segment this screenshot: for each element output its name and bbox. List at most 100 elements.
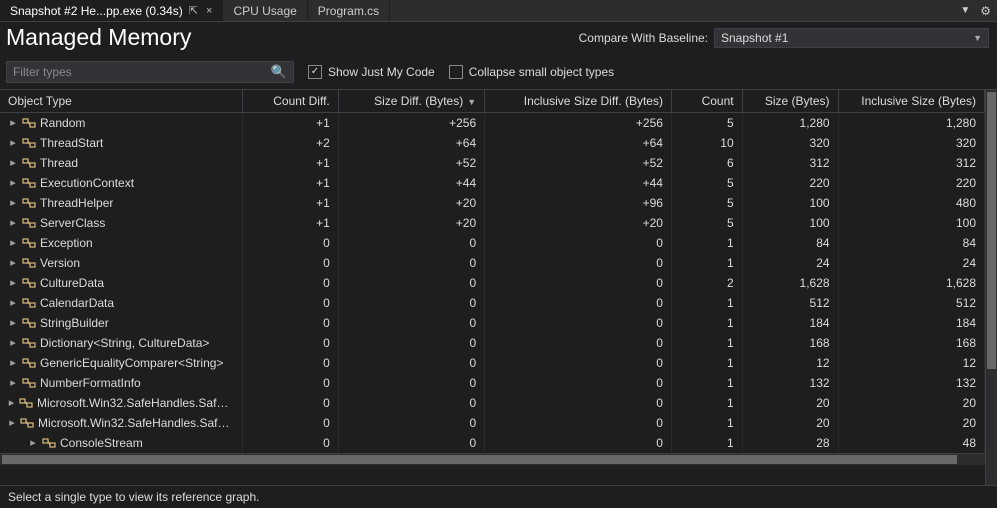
cell-size: 20 [742, 393, 838, 413]
column-header-countDiff[interactable]: Count Diff. [242, 90, 338, 113]
baseline-label: Compare With Baseline: [579, 31, 708, 45]
pin-icon[interactable]: ⇱ [189, 4, 198, 17]
cell-incSize: 1,280 [838, 113, 984, 133]
expander-icon[interactable]: ▸ [8, 196, 18, 209]
cell-sizeDiff: 0 [338, 433, 484, 453]
cell-countDiff: +1 [242, 213, 338, 233]
expander-icon[interactable]: ▸ [8, 156, 18, 169]
cell-count: 1 [671, 353, 742, 373]
table-row[interactable]: ▸ExecutionContext+1+44+445220220 [0, 173, 985, 193]
expander-icon[interactable]: ▸ [8, 256, 18, 269]
class-icon [22, 317, 36, 329]
cell-countDiff: +1 [242, 153, 338, 173]
cell-incSize: 184 [838, 313, 984, 333]
cell-sizeDiff: +20 [338, 193, 484, 213]
table-row[interactable]: ▸StringBuilder0001184184 [0, 313, 985, 333]
column-header-incSize[interactable]: Inclusive Size (Bytes) [838, 90, 984, 113]
table-row[interactable]: ▸NumberFormatInfo0001132132 [0, 373, 985, 393]
class-icon [22, 377, 36, 389]
column-header-size[interactable]: Size (Bytes) [742, 90, 838, 113]
collapse-small-checkbox[interactable]: Collapse small object types [449, 65, 614, 79]
cell-size: 1,280 [742, 113, 838, 133]
cell-incSizeDiff: +256 [485, 113, 672, 133]
tab-overflow-icon[interactable]: ▼ [960, 5, 970, 16]
cell-size: 12 [742, 353, 838, 373]
table-row[interactable]: ▸Exception00018484 [0, 233, 985, 253]
baseline-dropdown[interactable]: Snapshot #1 ▼ [714, 28, 989, 48]
type-name: Microsoft.Win32.SafeHandles.SafeViewOfFi… [37, 396, 234, 410]
cell-sizeDiff: 0 [338, 333, 484, 353]
close-icon[interactable]: × [206, 5, 212, 17]
cell-incSize: 48 [838, 433, 984, 453]
tab-program-cs[interactable]: Program.cs [308, 0, 390, 21]
cell-incSize: 84 [838, 233, 984, 253]
scrollbar-thumb[interactable] [2, 455, 957, 464]
cell-count: 1 [671, 253, 742, 273]
filter-input[interactable] [13, 65, 271, 79]
show-just-my-code-checkbox[interactable]: ✓ Show Just My Code [308, 65, 435, 79]
cell-sizeDiff: 0 [338, 233, 484, 253]
checkbox-box [449, 65, 463, 79]
cell-sizeDiff: 0 [338, 293, 484, 313]
cell-sizeDiff: 0 [338, 313, 484, 333]
column-header-count[interactable]: Count [671, 90, 742, 113]
table-row[interactable]: ▸Dictionary<String, CultureData>00011681… [0, 333, 985, 353]
expander-icon[interactable]: ▸ [8, 136, 18, 149]
search-icon[interactable]: 🔍 [271, 64, 287, 80]
table-row[interactable]: ▸ThreadStart+2+64+6410320320 [0, 133, 985, 153]
cell-incSizeDiff: 0 [485, 253, 672, 273]
table-row[interactable]: ▸Thread+1+52+526312312 [0, 153, 985, 173]
baseline-compare: Compare With Baseline: Snapshot #1 ▼ [579, 28, 989, 48]
column-header-sizeDiff[interactable]: Size Diff. (Bytes)▼ [338, 90, 484, 113]
cell-sizeDiff: +52 [338, 153, 484, 173]
class-icon [22, 297, 36, 309]
tab-cpu-usage[interactable]: CPU Usage [223, 0, 307, 21]
vertical-scrollbar[interactable] [985, 90, 997, 485]
expander-icon[interactable]: ▸ [8, 316, 18, 329]
cell-countDiff: 0 [242, 333, 338, 353]
expander-icon[interactable]: ▸ [8, 276, 18, 289]
filter-search[interactable]: 🔍 [6, 61, 294, 83]
cell-sizeDiff: +20 [338, 213, 484, 233]
table-row[interactable]: ▸Version00012424 [0, 253, 985, 273]
expander-icon[interactable]: ▸ [8, 116, 18, 129]
expander-icon[interactable]: ▸ [8, 396, 15, 409]
expander-icon[interactable]: ▸ [8, 176, 18, 189]
table-row[interactable]: ▸CultureData00021,6281,628 [0, 273, 985, 293]
type-name: Exception [40, 236, 93, 250]
expander-icon[interactable]: ▸ [28, 436, 38, 449]
expander-icon[interactable]: ▸ [8, 236, 18, 249]
table-row[interactable]: ▸ Microsoft.Win32.SafeHandles.SafeFileHan… [0, 413, 985, 433]
table-row[interactable]: ▸ Microsoft.Win32.SafeHandles.SafeViewOfF… [0, 393, 985, 413]
column-header-type[interactable]: Object Type [0, 90, 242, 113]
expander-icon[interactable]: ▸ [8, 216, 18, 229]
cell-count: 10 [671, 133, 742, 153]
expander-icon[interactable]: ▸ [8, 296, 18, 309]
table-row[interactable]: ▸ServerClass+1+20+205100100 [0, 213, 985, 233]
cell-incSizeDiff: 0 [485, 233, 672, 253]
scrollbar-thumb[interactable] [987, 92, 996, 369]
cell-sizeDiff: +44 [338, 173, 484, 193]
table-row[interactable]: ▸GenericEqualityComparer<String>00011212 [0, 353, 985, 373]
type-name: Microsoft.Win32.SafeHandles.SafeFileHand… [38, 416, 234, 430]
tab-label: CPU Usage [233, 4, 296, 18]
horizontal-scrollbar[interactable] [0, 453, 985, 465]
table-row[interactable]: ▸Random+1+256+25651,2801,280 [0, 113, 985, 133]
type-name: CalendarData [40, 296, 114, 310]
cell-count: 1 [671, 293, 742, 313]
expander-icon[interactable]: ▸ [8, 336, 18, 349]
expander-icon[interactable]: ▸ [8, 416, 16, 429]
cell-sizeDiff: 0 [338, 393, 484, 413]
expander-icon[interactable]: ▸ [8, 376, 18, 389]
gear-icon[interactable]: ⚙ [980, 4, 991, 18]
expander-icon[interactable]: ▸ [8, 356, 18, 369]
type-name: ThreadStart [40, 136, 103, 150]
cell-countDiff: 0 [242, 313, 338, 333]
title-bar: Managed Memory Compare With Baseline: Sn… [0, 22, 997, 57]
tab-snapshot[interactable]: Snapshot #2 He...pp.exe (0.34s) ⇱ × [0, 0, 223, 21]
table-row[interactable]: ▸ConsoleStream00012848 [0, 433, 985, 453]
cell-incSizeDiff: +20 [485, 213, 672, 233]
table-row[interactable]: ▸CalendarData0001512512 [0, 293, 985, 313]
table-row[interactable]: ▸ThreadHelper+1+20+965100480 [0, 193, 985, 213]
column-header-incSizeDiff[interactable]: Inclusive Size Diff. (Bytes) [485, 90, 672, 113]
